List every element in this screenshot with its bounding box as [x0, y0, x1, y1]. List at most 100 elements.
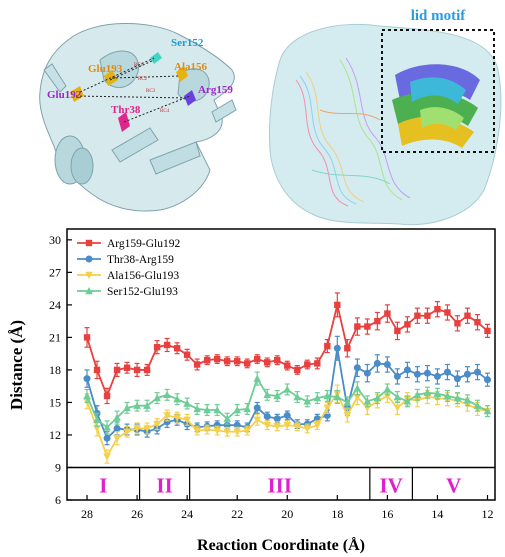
data-point: [424, 312, 431, 319]
data-point: [183, 351, 191, 358]
data-point: [474, 319, 481, 326]
data-point: [453, 394, 462, 402]
data-point: [484, 327, 491, 335]
residue-label-glu193: Glu193: [88, 63, 123, 75]
stage-label: III: [267, 473, 292, 497]
data-point: [403, 366, 411, 374]
plot-area: [66, 228, 496, 501]
data-point: [283, 385, 292, 393]
data-point: [343, 412, 352, 420]
y-tick-label: 18: [49, 363, 61, 377]
y-tick-label: 21: [49, 330, 61, 344]
data-point: [304, 361, 311, 368]
data-point: [123, 428, 131, 436]
data-point: [183, 399, 191, 407]
data-point: [83, 375, 91, 383]
protein-surface-panel: lid motif: [269, 8, 502, 226]
data-point: [283, 411, 291, 419]
data-point: [223, 414, 231, 422]
data-point: [243, 427, 252, 435]
data-point: [383, 385, 392, 393]
data-point: [453, 375, 461, 383]
x-tick-label: 24: [181, 507, 193, 521]
residue-label-ala156: Ala156: [174, 61, 208, 73]
residue-label-arg159: Arg159: [198, 84, 233, 96]
data-point: [133, 366, 141, 374]
data-point: [314, 360, 321, 367]
legend-label: Arg159-Glu192: [107, 238, 181, 250]
data-point: [303, 425, 312, 433]
data-point: [113, 366, 121, 374]
data-point: [323, 391, 332, 400]
rc-label-2: RC2: [138, 77, 148, 82]
data-point: [313, 422, 322, 430]
data-point: [163, 390, 171, 399]
data-point: [263, 413, 271, 421]
data-point: [373, 394, 382, 402]
data-point: [393, 372, 401, 380]
data-point: [163, 341, 171, 349]
data-point: [113, 424, 121, 432]
data-point: [313, 394, 322, 402]
series-arg159-glu192: [83, 292, 491, 405]
data-point: [353, 384, 362, 392]
data-point: [363, 397, 372, 405]
legend-label: Thr38-Arg159: [107, 254, 174, 266]
data-point: [374, 317, 381, 325]
data-point: [434, 306, 441, 313]
data-point: [363, 369, 371, 377]
data-point: [284, 362, 291, 369]
x-tick-label: 26: [131, 507, 143, 521]
data-point: [153, 343, 161, 351]
stage-label: II: [156, 473, 172, 497]
residue-label-thr38: Thr38: [111, 104, 141, 116]
data-point: [334, 301, 341, 309]
data-point: [213, 355, 221, 363]
rc-label-3: RC3: [146, 89, 156, 94]
legend: Arg159-Glu192 Thr38-Arg159 Ala156-Glu193 Se…: [77, 238, 181, 298]
data-point: [463, 396, 472, 404]
data-point: [263, 422, 272, 430]
data-point: [163, 418, 171, 426]
data-point: [454, 320, 461, 327]
data-point: [283, 422, 292, 430]
axis-layer: 6 9 12 15 18 21 24 27 30 28 26 24 22 20 18 16 14 12: [49, 233, 493, 521]
stage-label: I: [99, 473, 107, 497]
data-point: [413, 370, 421, 378]
data-point: [423, 388, 432, 396]
data-point: [103, 392, 111, 400]
data-point: [273, 415, 281, 423]
data-point: [373, 359, 381, 367]
data-point: [254, 355, 261, 363]
y-tick-label: 6: [55, 493, 61, 507]
data-point: [404, 321, 411, 328]
data-point: [324, 342, 331, 350]
rc-label-1: RC1: [134, 63, 144, 68]
data-point: [273, 391, 282, 400]
data-point: [264, 359, 271, 366]
y-tick-label: 27: [49, 265, 61, 279]
stage-label: IV: [379, 473, 402, 497]
data-point: [273, 423, 282, 431]
data-point: [143, 366, 151, 374]
data-point: [93, 366, 101, 374]
data-point: [143, 425, 151, 433]
data-point: [253, 404, 261, 412]
protein-structure-panel: Ser152 Ala156 Glu193 Glu192 Arg159 Thr38…: [39, 23, 237, 212]
data-point: [83, 391, 91, 400]
data-point: [103, 453, 111, 461]
y-tick-label: 30: [49, 233, 61, 247]
data-point: [213, 406, 221, 414]
data-point: [463, 370, 471, 378]
data-point: [303, 397, 312, 405]
x-tick-label: 16: [381, 507, 393, 521]
data-point: [93, 415, 101, 423]
data-point: [433, 372, 441, 380]
data-point: [83, 334, 91, 341]
data-point: [444, 309, 451, 316]
y-tick-label: 9: [55, 460, 61, 474]
data-point: [113, 435, 121, 443]
data-point: [403, 397, 412, 405]
data-point: [183, 416, 191, 424]
